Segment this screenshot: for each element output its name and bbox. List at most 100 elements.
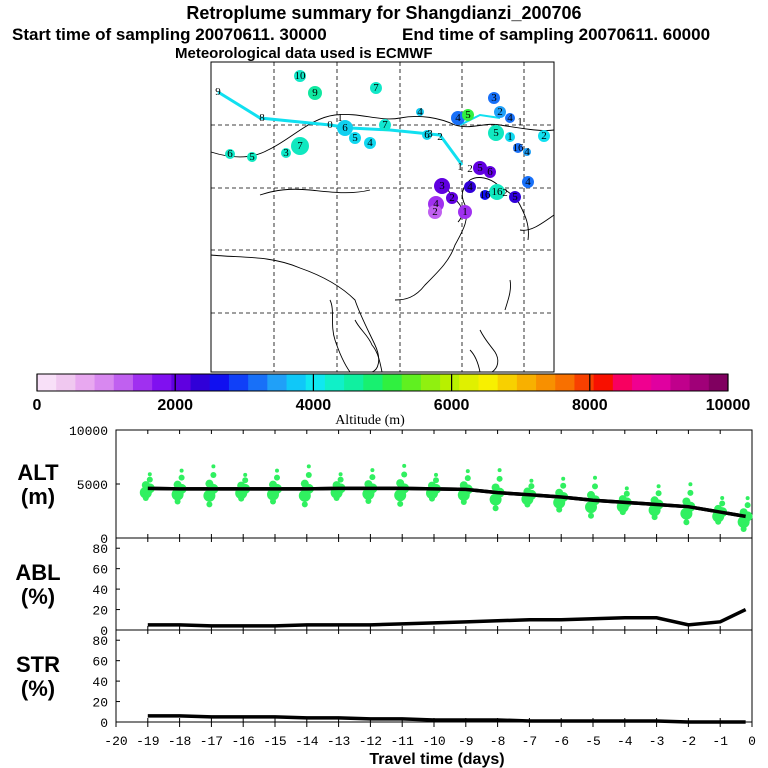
y-tick-label: 0	[100, 532, 108, 547]
map-point-label: 6	[424, 129, 430, 141]
colorbar-cell	[459, 374, 479, 391]
alt-point	[497, 468, 502, 473]
series-line-abl	[147, 607, 747, 628]
plume-circle	[488, 125, 504, 141]
map-point-label: 2	[467, 163, 473, 175]
colorbar-cell	[132, 374, 153, 391]
map-point-label: 16	[513, 142, 525, 154]
colorbar-cell	[593, 374, 614, 391]
colorbar-cell	[612, 374, 633, 391]
colorbar-tick-label: 8000	[572, 397, 608, 414]
colorbar-tick-label: 10000	[706, 397, 751, 414]
alt-point	[429, 495, 435, 502]
colorbar-cell	[420, 374, 441, 391]
colorbar-cell	[651, 374, 671, 391]
colorbar-cell	[689, 374, 710, 391]
x-tick-label: -11	[390, 734, 414, 749]
y-tick-label: 40	[92, 675, 108, 690]
map-point-label: 5	[493, 127, 499, 139]
plume-circle	[349, 132, 361, 144]
colorbar-tick-label: 2000	[157, 397, 193, 414]
map-point-label: 2	[502, 187, 508, 199]
alt-point	[556, 506, 563, 513]
map-point-label: 7	[297, 140, 303, 152]
alt-point	[655, 490, 662, 497]
colorbar-cell	[344, 374, 364, 391]
alt-point	[275, 468, 279, 473]
alt-point	[683, 519, 690, 526]
colorbar-cell	[363, 374, 383, 391]
plume-circle	[337, 120, 353, 136]
alt-point	[238, 495, 245, 502]
y-tick-label: 20	[92, 604, 108, 619]
colorbar-cell	[574, 374, 595, 391]
trajectory-line-2	[459, 113, 501, 126]
plume-circle	[522, 176, 534, 188]
alt-point	[206, 501, 213, 508]
series-line-str	[147, 714, 746, 724]
plume-circle	[446, 192, 458, 204]
alt-point	[528, 483, 535, 490]
plume-circle	[308, 86, 322, 100]
plume-circle	[458, 205, 472, 219]
alt-point	[715, 518, 722, 525]
alt-point	[465, 469, 470, 474]
map-point-label: 1	[507, 131, 513, 143]
alt-point	[745, 496, 750, 501]
alt-point	[464, 475, 471, 482]
alt-point	[555, 488, 564, 497]
y-tick-label: 40	[92, 583, 108, 598]
alt-point	[147, 472, 152, 477]
alt-point	[337, 476, 344, 483]
x-tick-label: -3	[649, 734, 665, 749]
plume-circle	[464, 181, 476, 193]
plume-circle	[462, 109, 474, 121]
plume-circle	[513, 143, 523, 153]
y-tick-label: 0	[100, 716, 108, 731]
map-point-label: 4	[417, 106, 423, 118]
plume-circle	[416, 108, 424, 116]
map-point-label: 6	[342, 122, 348, 134]
alt-point	[141, 481, 150, 490]
plume-circle	[505, 132, 515, 142]
colorbar-cell	[708, 374, 729, 391]
alt-point	[369, 474, 376, 481]
colorbar-label: Altitude (m)	[335, 413, 405, 428]
alt-point	[561, 476, 566, 481]
x-tick-label: -10	[422, 734, 445, 749]
map-point-label: 1	[457, 161, 463, 173]
alt-point	[397, 500, 404, 507]
plume-circle	[480, 190, 490, 200]
colorbar-cell	[478, 374, 499, 391]
map-point-label: 5	[512, 191, 518, 203]
alt-point	[370, 468, 375, 473]
alt-point	[205, 479, 214, 488]
panel-unit: (m)	[21, 484, 55, 509]
map-point-label: 4	[525, 176, 531, 188]
alt-point	[401, 471, 408, 478]
map-point-label: 0	[327, 119, 333, 131]
start-sampling-text: Start time of sampling 20070611. 30000	[12, 25, 327, 44]
alt-point	[529, 478, 534, 483]
colorbar-cell	[286, 374, 307, 391]
alt-point	[459, 481, 468, 490]
alt-point	[593, 475, 597, 480]
map-point-label: 2	[497, 106, 503, 118]
colorbar-cell	[75, 374, 96, 391]
colorbar-cell	[401, 374, 422, 391]
x-tick-label: -20	[104, 734, 127, 749]
x-tick-label: -2	[681, 734, 697, 749]
map-point-label: 16	[480, 189, 492, 201]
y-tick-label: 60	[92, 563, 108, 578]
map-point-label: 9	[215, 86, 221, 98]
colorbar-cell	[209, 374, 230, 391]
alt-point	[210, 472, 217, 479]
map-point-label: 2	[432, 206, 438, 218]
x-tick-label: -16	[231, 734, 254, 749]
plume-circle	[484, 166, 496, 178]
alt-point	[460, 499, 467, 506]
colorbar: 0 2000 4000 6000 8000 10000 Altitude (m)	[33, 373, 751, 428]
map-point-label: 6	[487, 166, 493, 178]
plume-circle	[294, 70, 306, 82]
